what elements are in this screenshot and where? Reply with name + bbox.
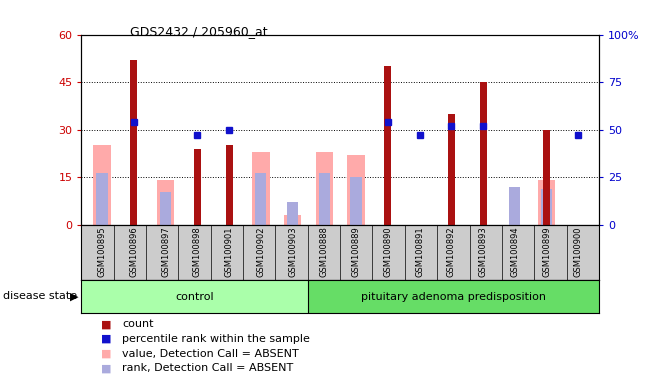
Bar — [384, 66, 391, 225]
Bar — [509, 187, 520, 225]
Text: GSM100899: GSM100899 — [542, 226, 551, 277]
Text: value, Detection Call = ABSENT: value, Detection Call = ABSENT — [122, 349, 299, 359]
Bar — [350, 177, 361, 225]
Text: GSM100896: GSM100896 — [130, 226, 138, 277]
Text: GDS2432 / 205960_at: GDS2432 / 205960_at — [130, 25, 268, 38]
Bar — [480, 82, 486, 225]
Bar — [157, 180, 174, 225]
Bar — [130, 60, 137, 225]
Text: GSM100892: GSM100892 — [447, 226, 456, 277]
Text: GSM100891: GSM100891 — [415, 226, 424, 277]
Text: GSM100889: GSM100889 — [352, 226, 361, 277]
Bar — [252, 152, 270, 225]
Text: GSM100888: GSM100888 — [320, 226, 329, 277]
Text: ▶: ▶ — [70, 291, 78, 301]
Bar — [541, 189, 552, 225]
Bar — [347, 155, 365, 225]
Text: GSM100893: GSM100893 — [478, 226, 488, 277]
Text: ■: ■ — [101, 349, 111, 359]
Bar — [543, 130, 550, 225]
Text: GSM100890: GSM100890 — [383, 226, 393, 277]
Bar — [308, 280, 599, 313]
Bar — [319, 173, 330, 225]
Bar — [538, 180, 555, 225]
Text: GSM100900: GSM100900 — [574, 226, 583, 277]
Text: GSM100903: GSM100903 — [288, 226, 297, 277]
Bar — [287, 202, 298, 225]
Text: GSM100898: GSM100898 — [193, 226, 202, 277]
Text: percentile rank within the sample: percentile rank within the sample — [122, 334, 311, 344]
Text: GSM100902: GSM100902 — [256, 226, 265, 277]
Text: pituitary adenoma predisposition: pituitary adenoma predisposition — [361, 291, 546, 302]
Bar — [225, 146, 232, 225]
Text: control: control — [175, 291, 214, 302]
Text: GSM100901: GSM100901 — [225, 226, 234, 277]
Text: ■: ■ — [101, 319, 111, 329]
Text: ■: ■ — [101, 334, 111, 344]
Bar — [160, 192, 171, 225]
Bar — [316, 152, 333, 225]
Text: GSM100897: GSM100897 — [161, 226, 170, 277]
Bar — [255, 173, 266, 225]
Text: disease state: disease state — [3, 291, 77, 301]
Text: rank, Detection Call = ABSENT: rank, Detection Call = ABSENT — [122, 363, 294, 373]
Bar — [284, 215, 301, 225]
Text: ■: ■ — [101, 363, 111, 373]
Text: count: count — [122, 319, 154, 329]
Text: GSM100895: GSM100895 — [98, 226, 107, 277]
Bar — [93, 146, 111, 225]
Text: GSM100894: GSM100894 — [510, 226, 519, 277]
Bar — [194, 149, 201, 225]
Bar — [81, 280, 308, 313]
Bar — [96, 173, 107, 225]
Bar — [448, 114, 455, 225]
